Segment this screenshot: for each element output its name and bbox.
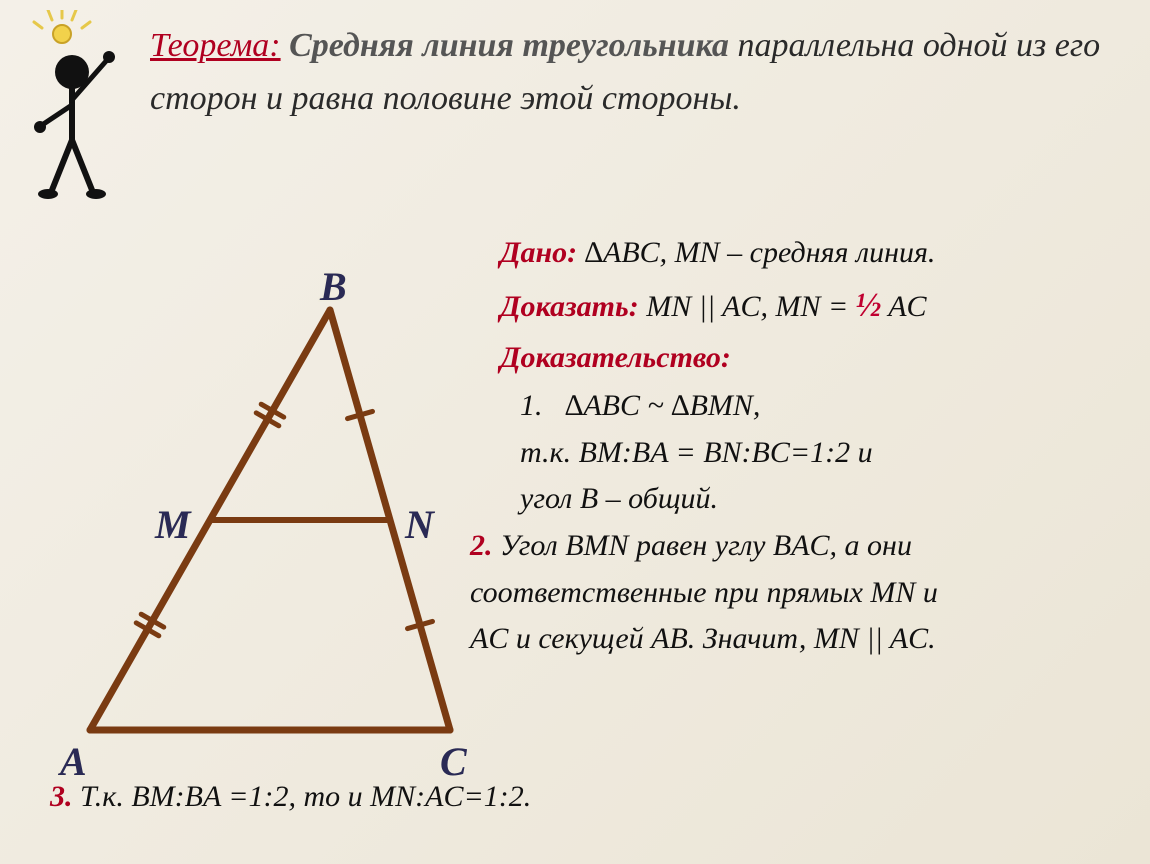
given-line: Дано: ∆ABC, MN – средняя линия. (500, 231, 1150, 275)
given-label: Дано: (500, 236, 577, 269)
step2-line3: AC и секущей AB. Значит, MN || AC. (470, 618, 1150, 661)
step1-line2: т.к. BM:BA = BN:BC=1:2 и (520, 432, 1150, 475)
step1-line1: 1. ∆ABC ~ ∆BMN, (520, 385, 1150, 428)
prove-fraction: ½ (856, 287, 882, 324)
svg-text:B: B (319, 270, 347, 309)
prove-label: Доказать: (500, 290, 639, 323)
theorem-text: Теорема: Средняя линия треугольника пара… (150, 20, 1110, 125)
step2-line1: 2. Угол BMN равен углу BAC, а они (470, 525, 1150, 568)
mascot-figure (12, 10, 122, 210)
svg-text:N: N (404, 502, 436, 547)
theorem-first-line: Средняя линия треугольника (289, 27, 729, 64)
svg-text:M: M (154, 502, 192, 547)
triangle-diagram: A B C M N (30, 270, 510, 790)
step1-line3: угол B – общий. (520, 478, 1150, 521)
theorem-label: Теорема: (150, 27, 281, 64)
svg-text:A: A (57, 739, 87, 784)
svg-text:C: C (440, 739, 468, 784)
prove-part2: AC (888, 290, 926, 323)
prove-part1: MN || AC, MN = (646, 290, 848, 323)
step2-line2: соответственные при прямых MN и (470, 572, 1150, 615)
proof-label: Доказательство: (500, 336, 1150, 380)
given-text: ∆ABC, MN – средняя линия. (585, 236, 936, 269)
prove-line: Доказать: MN || AC, MN = ½ AC (500, 281, 1150, 330)
